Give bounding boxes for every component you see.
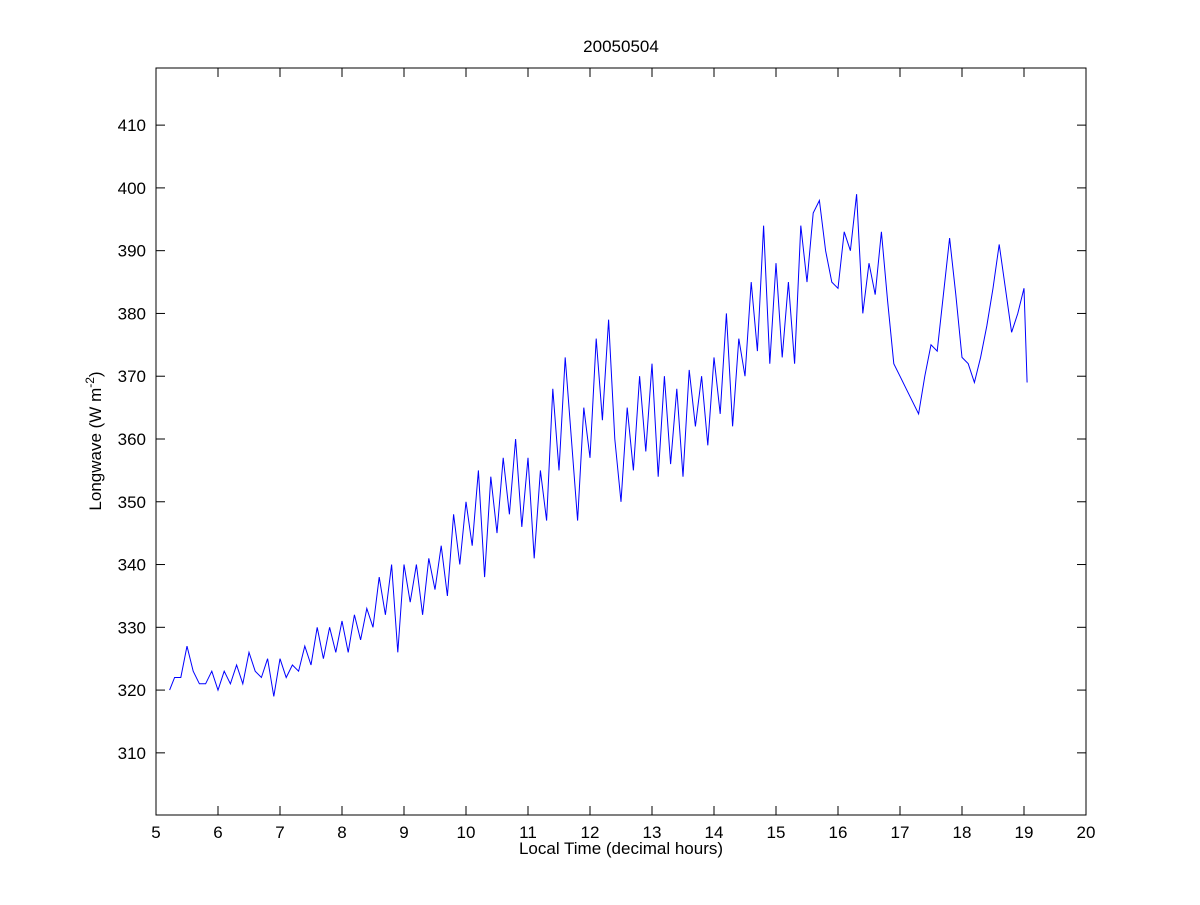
x-tick-label: 14: [705, 823, 724, 842]
plot-area: [155, 67, 1087, 816]
x-tick-label: 12: [581, 823, 600, 842]
x-tick-label: 11: [519, 823, 537, 842]
x-tick-label: 7: [275, 823, 284, 842]
y-tick-label: 320: [118, 681, 146, 700]
x-tick-label: 19: [1015, 823, 1034, 842]
y-tick-label: 310: [118, 744, 146, 763]
y-tick-label: 410: [118, 116, 146, 135]
x-tick-label: 15: [767, 823, 786, 842]
series-layer: [169, 194, 1028, 697]
series-line-longwave: [169, 194, 1028, 697]
x-tick-label: 20: [1077, 823, 1096, 842]
x-tick-label: 10: [457, 823, 476, 842]
y-tick-label: 340: [118, 556, 146, 575]
x-tick-label: 6: [213, 823, 222, 842]
x-tick-label: 8: [337, 823, 346, 842]
y-tick-label: 330: [118, 618, 146, 637]
x-tick-label: 17: [891, 823, 910, 842]
y-tick-label: 400: [118, 179, 146, 198]
x-tick-label: 9: [399, 823, 408, 842]
y-axis-label-superscript: -2: [83, 377, 97, 388]
x-tick-label: 5: [151, 823, 160, 842]
x-axis-label: Local Time (decimal hours): [519, 839, 723, 858]
y-axis-label-tail: ): [86, 371, 105, 377]
x-tick-label: 18: [953, 823, 972, 842]
x-tick-label: 16: [829, 823, 848, 842]
y-tick-label: 360: [118, 430, 146, 449]
y-axis-label: Longwave (W m-2): [83, 371, 105, 510]
x-tick-label: 13: [643, 823, 662, 842]
y-tick-label: 350: [118, 493, 146, 512]
chart-title: 20050504: [583, 37, 659, 56]
y-tick-label: 370: [118, 367, 146, 386]
axis-ticks: 5 6 7 8 9 10 11 12 13 14 15 16 17 18 19 20 310 320 330 340 3…: [118, 68, 1096, 842]
y-axis-label-base: Longwave (W m: [86, 388, 105, 511]
y-tick-label: 390: [118, 242, 146, 261]
y-tick-label: 380: [118, 304, 146, 323]
